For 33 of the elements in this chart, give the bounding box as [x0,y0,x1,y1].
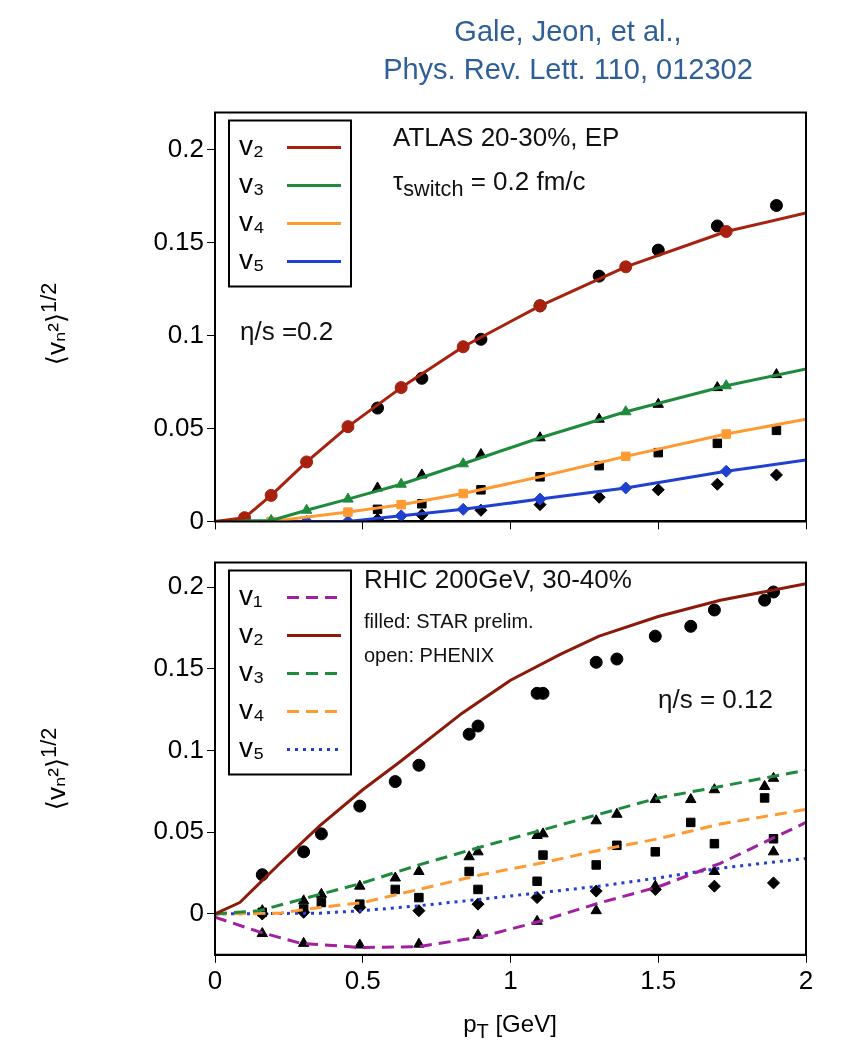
annotation: η/s =0.2 [240,316,334,347]
legend-label: v₄ [239,206,265,238]
legend-label: v₅ [239,244,265,276]
y-tick-label: 0 [189,897,204,928]
chart-title: Gale, Jeon, et al., [453,14,683,49]
legend-label: v₁ [239,580,263,612]
legend-label: v₃ [239,168,265,200]
annotation: η/s = 0.12 [658,684,773,715]
x-tick-label: 1 [503,964,518,995]
y-tick-label: 0.2 [167,570,204,601]
legend-label: v₃ [239,656,265,688]
x-axis-title: p$_{T}$ [GeV] [463,1010,557,1043]
y-tick-label: 0.05 [153,815,204,846]
y-tick-label: 0 [189,504,204,535]
legend-label: v₄ [239,694,265,726]
x-tick-label: 0.5 [344,964,381,995]
y-tick-label: 0.1 [167,733,204,764]
legend-label: v₂ [239,618,264,650]
y-tick-label: 0.1 [167,318,204,349]
annotation: τ$_{switch}$ = 0.2 fm/c [393,166,586,203]
annotation: filled: STAR prelim. [364,610,534,633]
y-tick-label: 0.05 [153,411,204,442]
x-tick-label: 1.5 [640,964,677,995]
y-tick-label: 0.15 [153,651,204,682]
annotation: RHIC 200GeV, 30-40% [364,564,632,595]
x-tick-label: 2 [798,964,814,995]
y-tick-label: 0.2 [167,132,204,163]
annotation: ATLAS 20-30%, EP [393,122,620,153]
legend-label: v₂ [239,130,264,162]
annotation: open: PHENIX [364,644,495,667]
y-tick-label: 0.15 [153,225,204,256]
legend-label: v₅ [239,732,265,764]
chart-subtitle: Phys. Rev. Lett. 110, 012302 [382,52,754,87]
